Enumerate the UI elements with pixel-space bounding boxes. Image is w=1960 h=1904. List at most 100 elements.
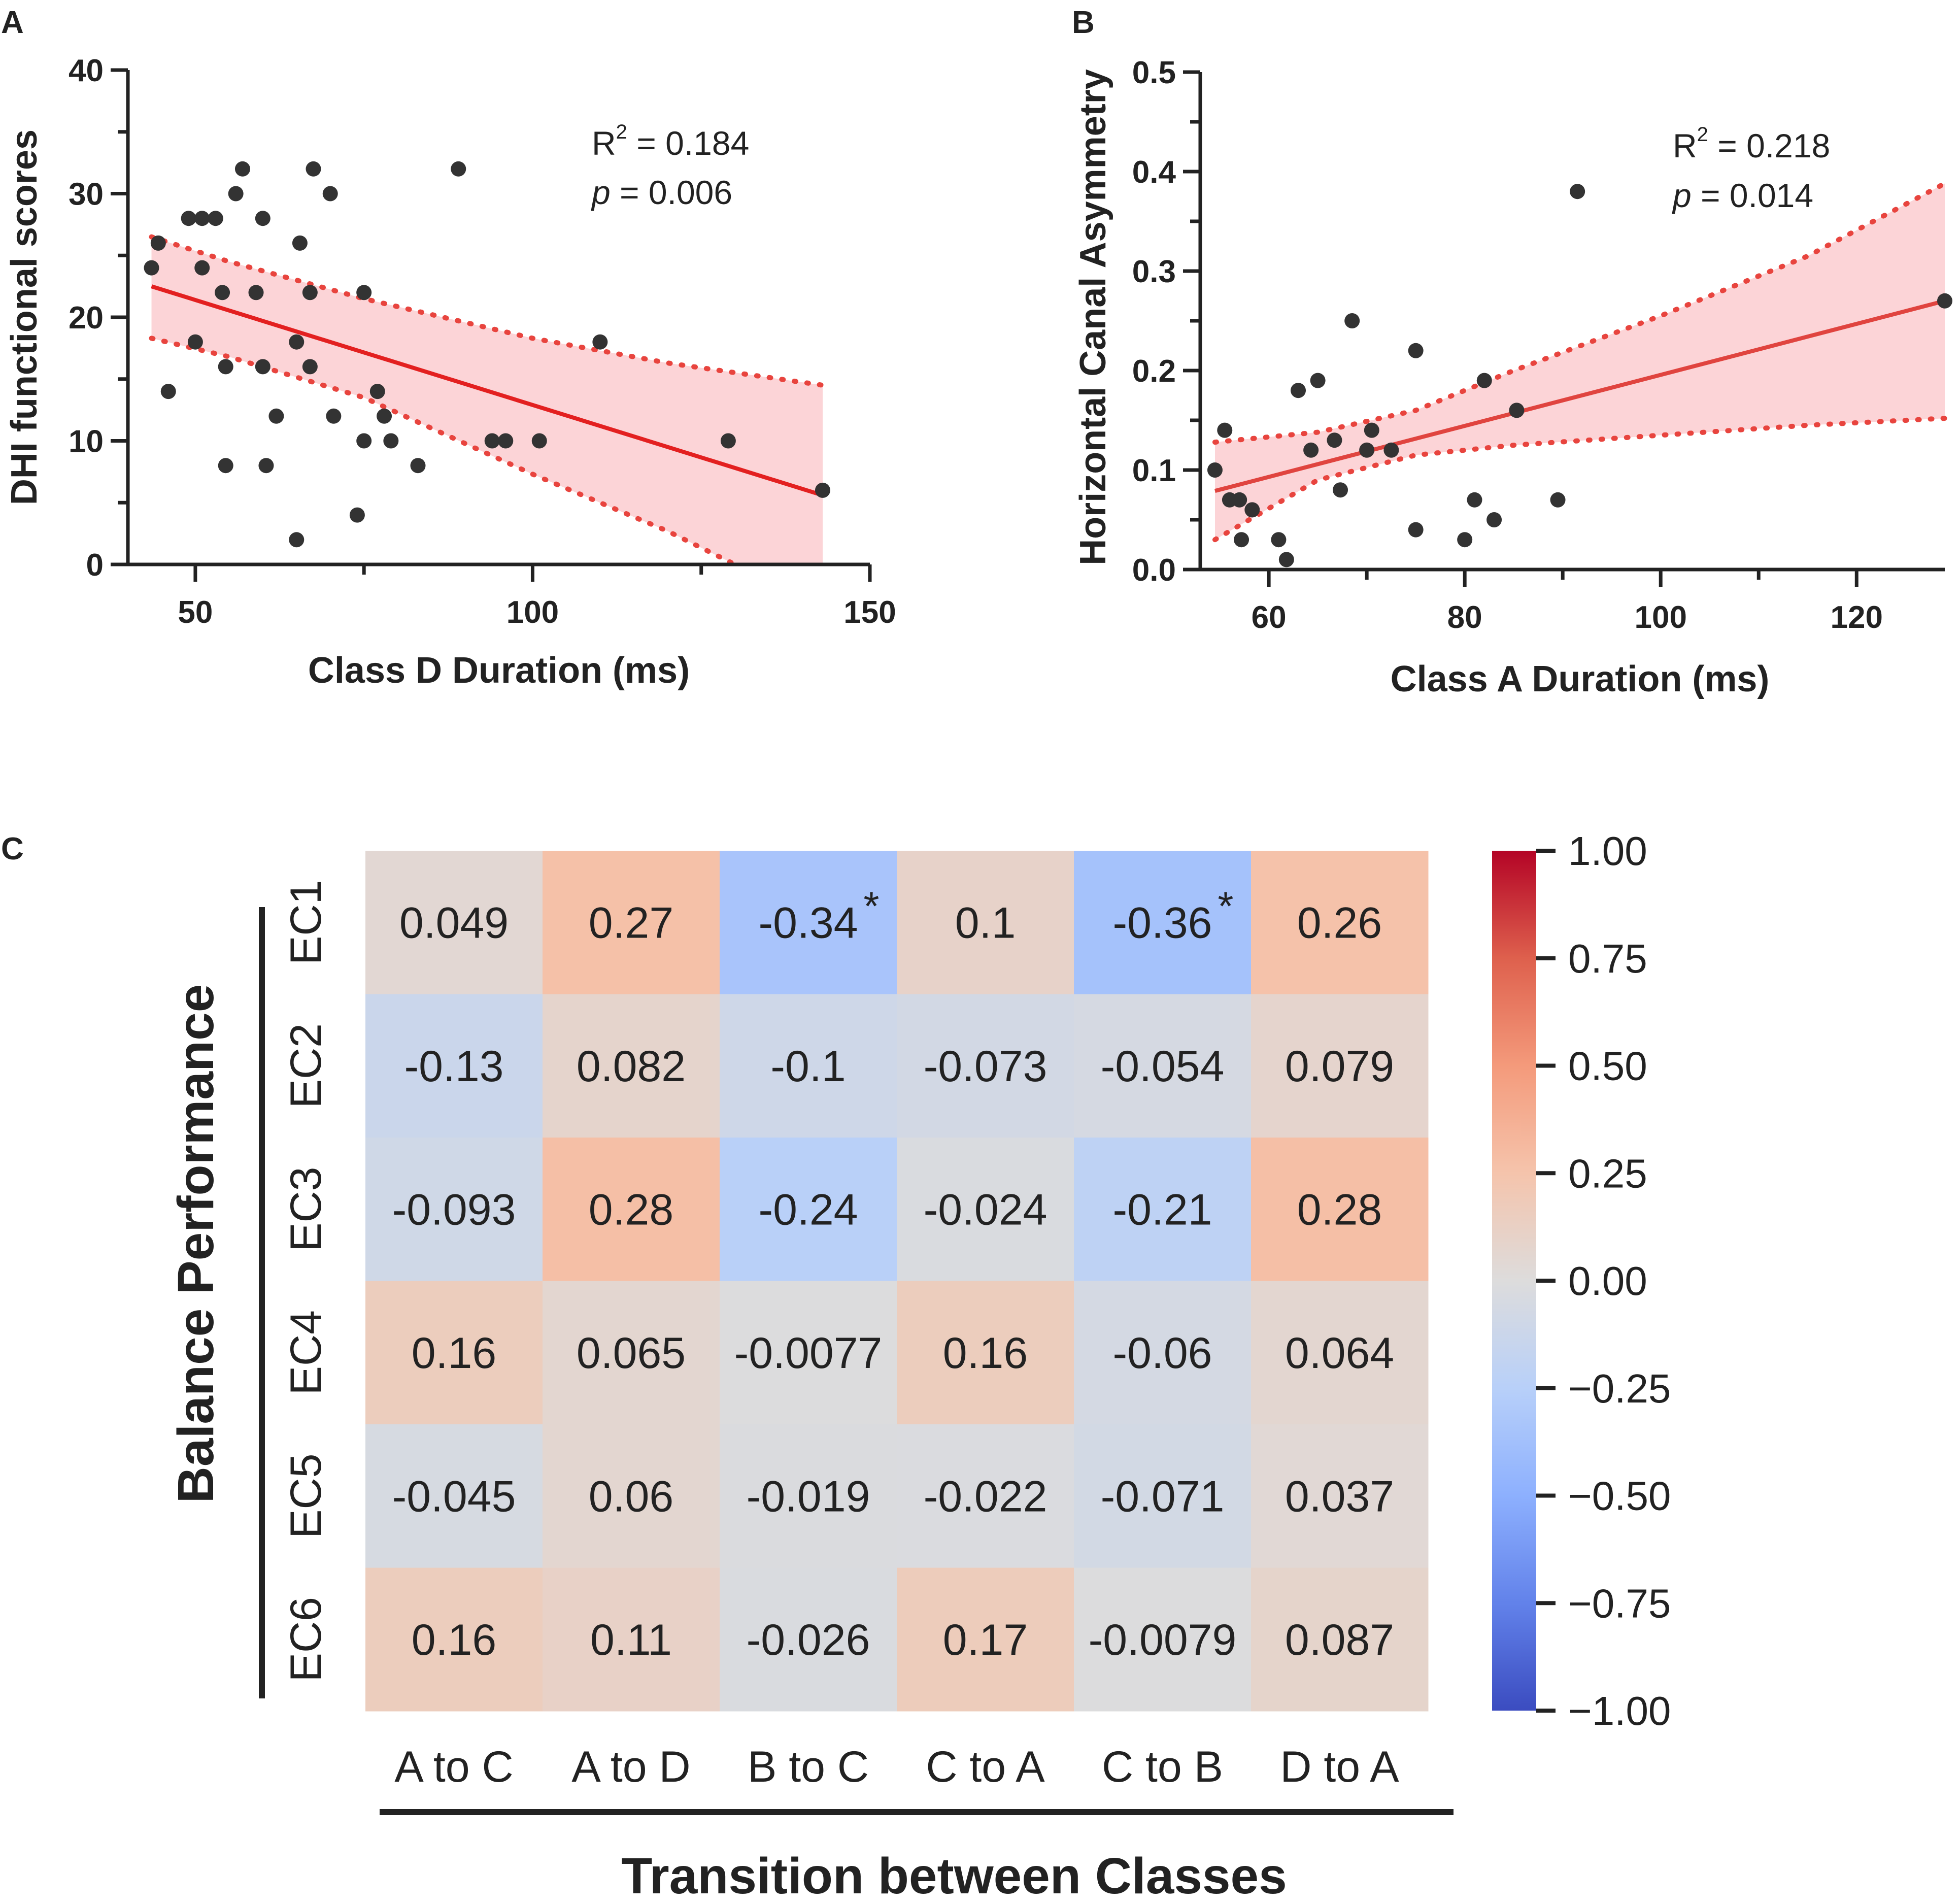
b-ci-upper-line xyxy=(1212,181,1947,445)
heatmap-cell-label: 0.087 xyxy=(1285,1616,1394,1664)
a-data-point xyxy=(302,359,318,375)
b-y-axis-label: Horizontal Canal Asymmetry xyxy=(1073,69,1113,565)
heatmap-cell-label: -0.13 xyxy=(404,1042,503,1091)
heatmap-cell-label: 0.079 xyxy=(1285,1042,1394,1091)
b-data-point xyxy=(1303,442,1319,458)
heatmap-cell xyxy=(365,1424,543,1568)
heatmap-row-label: EC4 xyxy=(282,1310,330,1395)
panel-label-c: C xyxy=(1,831,24,866)
heatmap-cell xyxy=(543,1567,720,1712)
heatmap-column-label: D to A xyxy=(1280,1743,1399,1791)
colorbar-tick-label: 0.00 xyxy=(1568,1258,1647,1304)
heatmap-cell xyxy=(720,994,897,1138)
b-y-tick-label: 0.4 xyxy=(1132,155,1176,190)
colorbar-tick-label: −0.75 xyxy=(1568,1581,1671,1626)
a-x-tick-label: 50 xyxy=(178,595,213,630)
a-data-point xyxy=(258,458,274,474)
b-ci-lower-line xyxy=(1212,416,1947,543)
b-y-tick-label: 0.2 xyxy=(1132,354,1176,389)
a-data-point xyxy=(208,211,223,226)
b-r-squared-annotation: R2 = 0.218 xyxy=(1673,123,1830,164)
heatmap-cell xyxy=(1074,851,1252,994)
heatmap-cell-label: 0.049 xyxy=(399,898,509,947)
b-data-point xyxy=(1457,532,1473,548)
b-data-point xyxy=(1291,383,1306,398)
b-y-tick-label: 0.5 xyxy=(1132,55,1176,90)
b-data-point xyxy=(1244,502,1260,518)
a-x-tick-label: 150 xyxy=(843,595,896,630)
significance-star: * xyxy=(863,883,879,928)
b-x-tick-label: 60 xyxy=(1252,600,1287,635)
heatmap-cell xyxy=(897,1567,1074,1712)
heatmap-cell-label: -0.024 xyxy=(924,1185,1047,1234)
b-data-point xyxy=(1271,532,1287,548)
heatmap-cell xyxy=(543,994,720,1138)
a-regression-line xyxy=(151,284,824,497)
heatmap-cell xyxy=(1251,851,1429,994)
heatmap-cell xyxy=(543,1138,720,1281)
a-data-point xyxy=(234,161,250,177)
a-data-point xyxy=(215,285,230,300)
c-y-axis-label: Balance Performance xyxy=(167,984,224,1504)
heatmap-cell-label: 0.28 xyxy=(1297,1185,1382,1234)
a-x-tick-label: 100 xyxy=(506,595,559,630)
heatmap-cell-label: -0.045 xyxy=(392,1472,516,1521)
a-data-point xyxy=(150,235,166,251)
a-p-value-annotation: p = 0.006 xyxy=(591,174,732,211)
a-ci-upper-line xyxy=(149,234,825,388)
a-data-point xyxy=(194,260,210,276)
panel-b-scatter-chart: 60 80 100 120 0.0 0.1 0.2 0.3 0.4 0.5 Class A Du… xyxy=(1073,55,1952,699)
heatmap-cell-label: -0.093 xyxy=(392,1185,516,1234)
heatmap-cell xyxy=(365,851,543,994)
heatmap-cell-label: 0.28 xyxy=(589,1185,673,1234)
b-data-point xyxy=(1408,522,1424,538)
b-regression-line xyxy=(1214,298,1946,493)
b-confidence-band xyxy=(1215,183,1945,540)
heatmap-cell xyxy=(720,851,897,994)
heatmap-cell xyxy=(1251,1567,1429,1712)
b-data-point xyxy=(1344,313,1360,328)
heatmap-cell-label: -0.0077 xyxy=(734,1329,883,1378)
heatmap-cell-label: -0.21 xyxy=(1112,1185,1212,1234)
heatmap-column-label: A to C xyxy=(394,1743,513,1791)
colorbar-tick-label: 0.75 xyxy=(1568,936,1647,981)
a-r-squared-annotation: R2 = 0.184 xyxy=(592,121,749,162)
b-p-value-annotation: p = 0.014 xyxy=(1672,177,1813,214)
heatmap-cell-label: 0.065 xyxy=(577,1329,686,1378)
b-data-point xyxy=(1310,373,1326,388)
a-data-point xyxy=(356,285,372,300)
colorbar-tick-label: 0.50 xyxy=(1568,1044,1647,1089)
a-data-point xyxy=(592,334,608,350)
b-data-point xyxy=(1364,422,1379,438)
a-y-tick-label: 40 xyxy=(69,53,104,88)
heatmap-cell-label: -0.026 xyxy=(747,1616,870,1664)
a-x-axis-label: Class D Duration (ms) xyxy=(308,650,690,691)
a-data-point xyxy=(194,211,210,226)
b-x-tick-label: 80 xyxy=(1447,600,1482,635)
b-data-point xyxy=(1207,462,1223,478)
b-data-point xyxy=(1232,492,1247,508)
heatmap-cell xyxy=(365,1138,543,1281)
heatmap-cell xyxy=(1074,1424,1252,1568)
colorbar-tick-label: −0.25 xyxy=(1568,1366,1671,1411)
b-data-point xyxy=(1408,343,1424,358)
b-data-point xyxy=(1359,442,1375,458)
heatmap-cell xyxy=(365,1567,543,1712)
a-confidence-band xyxy=(151,237,823,564)
b-y-tick-label: 0.0 xyxy=(1132,553,1176,588)
a-data-point xyxy=(160,384,176,399)
heatmap-cell-label: -0.36 xyxy=(1112,898,1212,947)
a-y-tick-label: 30 xyxy=(69,177,104,212)
a-y-axis-label: DHI functional scores xyxy=(4,129,45,505)
heatmap-cell xyxy=(365,994,543,1138)
c-colorbar xyxy=(1492,851,1536,1711)
b-data-point xyxy=(1327,432,1342,448)
heatmap-cell xyxy=(1251,1138,1429,1281)
b-data-point xyxy=(1486,512,1502,527)
a-data-point xyxy=(218,458,233,474)
a-y-tick-label: 0 xyxy=(86,548,104,583)
a-data-point xyxy=(531,433,547,449)
heatmap-cell xyxy=(1251,1424,1429,1568)
heatmap-cell-label: 0.16 xyxy=(412,1616,496,1664)
b-x-tick-label: 100 xyxy=(1634,600,1686,635)
